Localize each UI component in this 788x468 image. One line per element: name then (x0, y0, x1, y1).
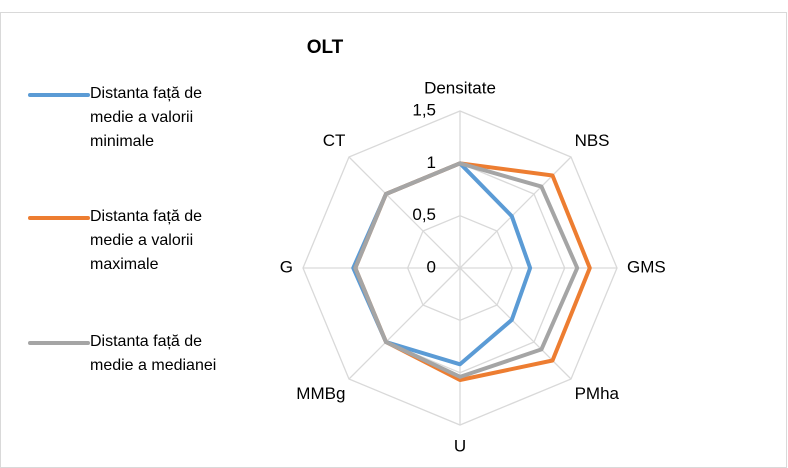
tick-label: 0,5 (412, 205, 436, 224)
chart-title: OLT (307, 37, 344, 58)
spoke (348, 156, 461, 269)
legend-label: Distanta față de medie a medianei (90, 333, 217, 374)
category-label: NBS (575, 131, 610, 150)
spoke (348, 267, 461, 380)
category-label: Densitate (424, 78, 496, 97)
series-line (351, 161, 533, 367)
category-label: CT (323, 131, 346, 150)
tick-label: 0 (427, 257, 436, 276)
tick-label: 1,5 (412, 100, 436, 119)
series-line (353, 161, 592, 382)
category-label: PMha (575, 384, 620, 403)
category-label: GMS (627, 257, 666, 276)
legend-label: Distanta față de medie a valorii maximal… (90, 208, 203, 273)
tick-label: 1 (427, 153, 436, 172)
category-label: U (454, 436, 466, 455)
category-label: G (280, 257, 293, 276)
series-line (353, 161, 580, 379)
legend-label: Distanta față de medie a valorii minimal… (90, 85, 203, 150)
category-label: MMBg (296, 384, 345, 403)
